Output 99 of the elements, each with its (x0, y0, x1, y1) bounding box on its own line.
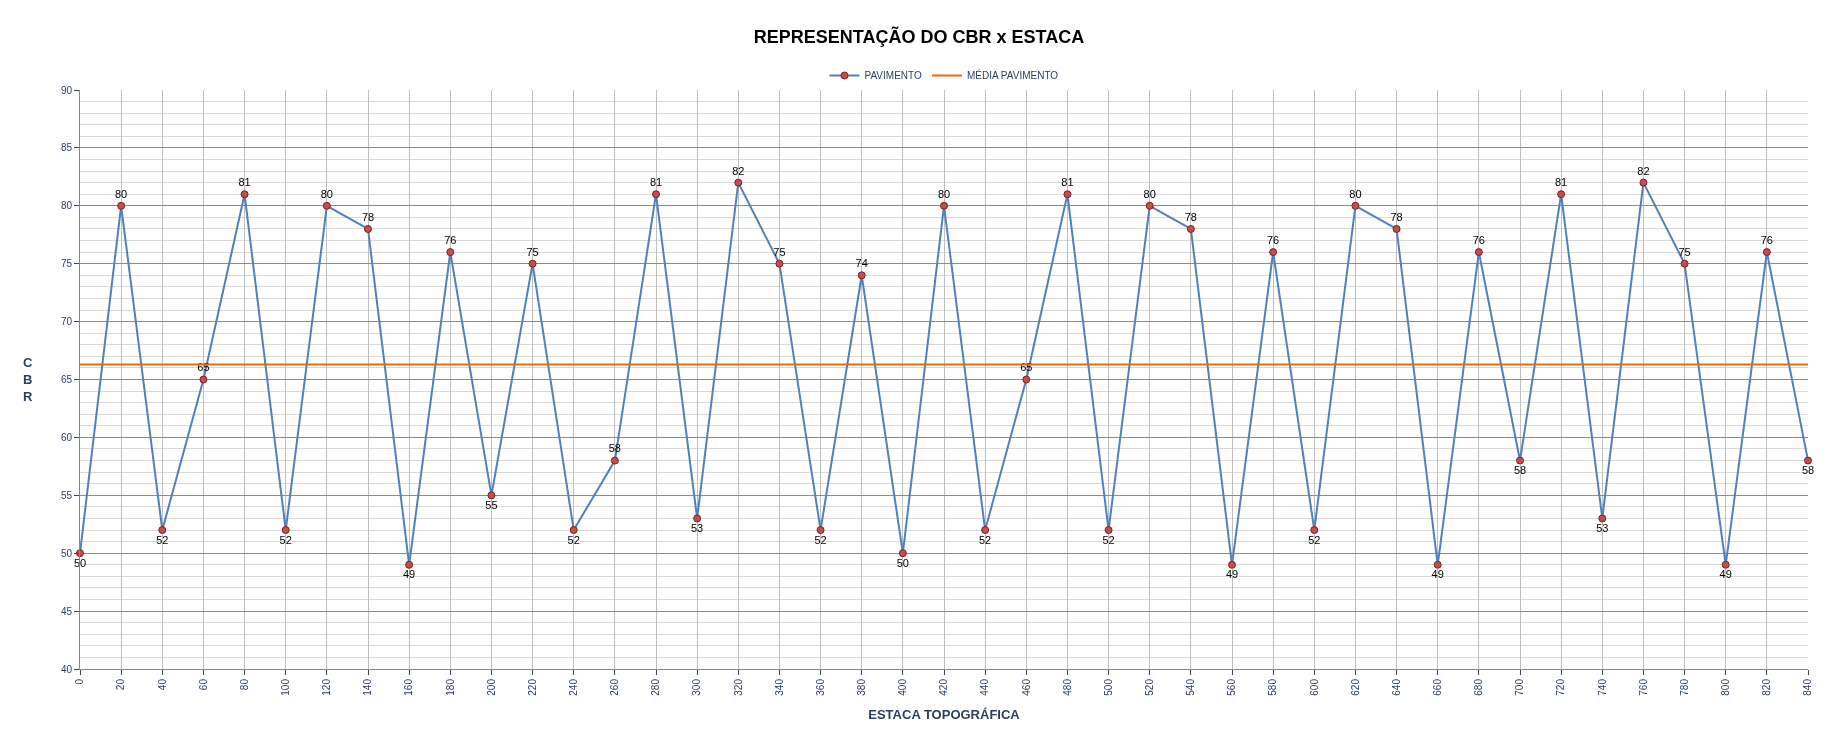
x-tick-label: 720 (1555, 678, 1567, 696)
x-tick-label: 140 (362, 678, 374, 696)
data-label: 52 (814, 533, 827, 546)
data-label: 55 (485, 498, 498, 511)
x-tick-label: 420 (938, 678, 950, 696)
y-axis-title: CBR (23, 355, 33, 404)
legend-label: PAVIMENTO (864, 70, 922, 82)
x-tick-label: 560 (1226, 678, 1238, 696)
data-label: 52 (1102, 533, 1115, 546)
y-tick-label: 45 (60, 605, 73, 617)
x-tick-label: 400 (897, 678, 909, 696)
x-tick-label: 660 (1431, 678, 1443, 696)
data-label: 75 (1678, 245, 1691, 258)
x-tick-label: 580 (1267, 678, 1279, 696)
x-tick-label: 820 (1761, 678, 1773, 696)
chart-title: REPRESENTAÇÃO DO CBR x ESTACA (753, 25, 1085, 47)
data-label: 78 (1184, 210, 1197, 223)
x-tick-label: 440 (979, 678, 991, 696)
data-label: 75 (773, 245, 786, 258)
x-tick-label: 640 (1390, 678, 1402, 696)
data-label: 81 (1061, 176, 1074, 189)
data-label: 78 (1390, 210, 1403, 223)
x-tick-label: 200 (485, 678, 497, 696)
data-label: 50 (73, 556, 87, 569)
legend-label: MÉDIA PAVIMENTO (966, 69, 1059, 82)
y-tick-label: 50 (60, 547, 73, 559)
x-tick-label: 80 (238, 678, 250, 691)
x-tick-label: 700 (1514, 678, 1526, 696)
data-label: 52 (979, 533, 992, 546)
data-label: 52 (156, 533, 169, 546)
y-tick-label: 90 (60, 84, 73, 96)
x-tick-label: 540 (1185, 678, 1197, 696)
x-tick-label: 20 (115, 678, 127, 691)
data-label: 58 (1513, 464, 1527, 477)
x-tick-label: 840 (1802, 678, 1814, 696)
x-tick-label: 380 (855, 678, 867, 696)
data-label: 76 (1472, 233, 1485, 246)
x-tick-label: 60 (197, 678, 209, 691)
x-tick-label: 340 (773, 678, 785, 696)
data-label: 76 (444, 233, 457, 246)
x-tick-label: 460 (1020, 678, 1032, 696)
x-tick-label: 620 (1349, 678, 1361, 696)
data-label: 49 (1719, 568, 1732, 581)
y-tick-label: 70 (60, 316, 73, 328)
y-tick-label: 65 (60, 374, 73, 385)
y-tick-label: 80 (60, 200, 73, 212)
data-label: 58 (1801, 464, 1815, 477)
x-tick-label: 780 (1678, 678, 1690, 696)
data-label: 53 (1596, 522, 1609, 535)
x-tick-label: 300 (691, 678, 703, 696)
data-label: 53 (691, 522, 704, 535)
x-tick-label: 260 (609, 678, 621, 696)
data-label: 82 (732, 164, 745, 177)
data-label: 49 (1431, 568, 1444, 581)
data-label: 81 (238, 176, 251, 189)
data-label: 76 (1760, 233, 1773, 246)
data-label: 80 (115, 187, 128, 200)
data-label: 75 (526, 245, 539, 258)
x-tick-label: 480 (1061, 678, 1073, 696)
x-tick-label: 280 (650, 678, 662, 696)
x-tick-label: 500 (1102, 678, 1114, 696)
x-tick-label: 800 (1719, 678, 1731, 696)
data-label: 80 (1143, 187, 1156, 200)
data-label: 52 (567, 533, 580, 546)
x-tick-label: 40 (156, 678, 168, 691)
x-tick-label: 320 (732, 678, 744, 696)
x-tick-label: 160 (403, 678, 415, 696)
data-label: 49 (403, 568, 416, 581)
x-tick-label: 180 (444, 678, 456, 696)
x-tick-label: 0 (74, 678, 86, 685)
x-tick-label: 220 (526, 678, 538, 696)
y-tick-label: 60 (60, 431, 73, 443)
y-tick-label: 85 (60, 142, 73, 154)
x-tick-label: 520 (1143, 678, 1155, 696)
data-label: 49 (1225, 568, 1239, 581)
y-tick-label: 40 (60, 663, 73, 675)
data-label: 80 (320, 187, 333, 200)
x-tick-label: 600 (1308, 678, 1320, 696)
x-tick-label: 360 (814, 678, 826, 696)
data-label: 52 (279, 533, 292, 546)
data-label: 78 (361, 210, 375, 223)
x-tick-label: 740 (1596, 678, 1608, 696)
x-tick-label: 680 (1473, 678, 1485, 696)
data-label: 76 (1267, 233, 1280, 246)
x-axis-title: ESTACA TOPOGRÁFICA (868, 707, 1021, 723)
data-label: 80 (937, 187, 951, 200)
x-tick-label: 120 (321, 678, 333, 696)
y-tick-label: 75 (60, 258, 73, 270)
data-label: 81 (1555, 176, 1568, 189)
x-tick-label: 100 (279, 678, 291, 696)
data-label: 52 (1308, 533, 1321, 546)
y-tick-label: 55 (60, 489, 73, 501)
x-tick-label: 760 (1637, 678, 1649, 696)
x-tick-label: 240 (567, 678, 579, 696)
data-label: 74 (855, 257, 868, 270)
data-label: 80 (1349, 187, 1362, 200)
data-label: 50 (896, 556, 909, 569)
data-label: 82 (1637, 164, 1650, 177)
data-label: 81 (649, 176, 663, 189)
